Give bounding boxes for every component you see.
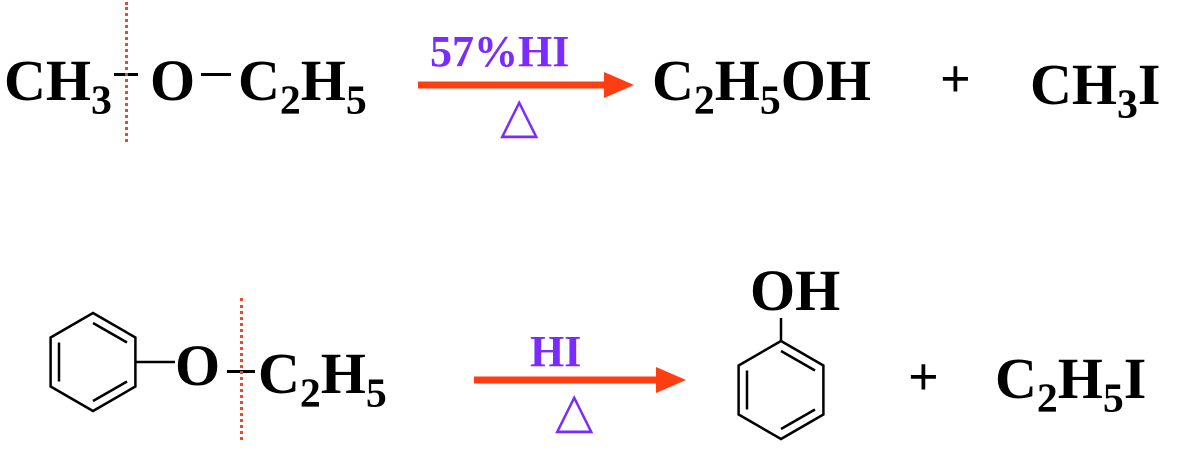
r2-cleavage-line [240, 298, 243, 440]
r1-bond-o-c2h5 [201, 73, 231, 76]
r2-reaction-arrow [474, 367, 686, 393]
r1-reactant-c2h5: C2H5 [238, 48, 367, 124]
r1-heat-triangle-icon: △ [500, 86, 539, 144]
r1-plus-sign: + [940, 49, 971, 109]
r1-cleavage-line [125, 2, 128, 142]
r2-product-phenol-oh: OH [750, 258, 841, 323]
r2-phenol-ring [737, 318, 825, 441]
r2-reagent-label: HI [530, 327, 582, 376]
r1-product-ethanol: C2H5OH [652, 48, 871, 124]
r2-reactant-oxygen: O [175, 333, 221, 398]
r1-reagent-label: 57%HI [430, 27, 570, 76]
r1-reactant-ch3: CH3 [4, 48, 112, 124]
r1-reactant-oxygen: O [150, 48, 196, 113]
r2-reactant-c2h5: C2H5 [258, 341, 387, 417]
r2-heat-triangle-icon: △ [555, 381, 594, 439]
r2-product-ethyl-iodide: C2H5I [995, 346, 1147, 422]
r2-benzene-ring [49, 311, 175, 413]
r1-product-methyl-iodide: CH3I [1030, 52, 1161, 128]
r1-reaction-arrow [418, 72, 634, 98]
r2-plus-sign: + [908, 347, 939, 407]
